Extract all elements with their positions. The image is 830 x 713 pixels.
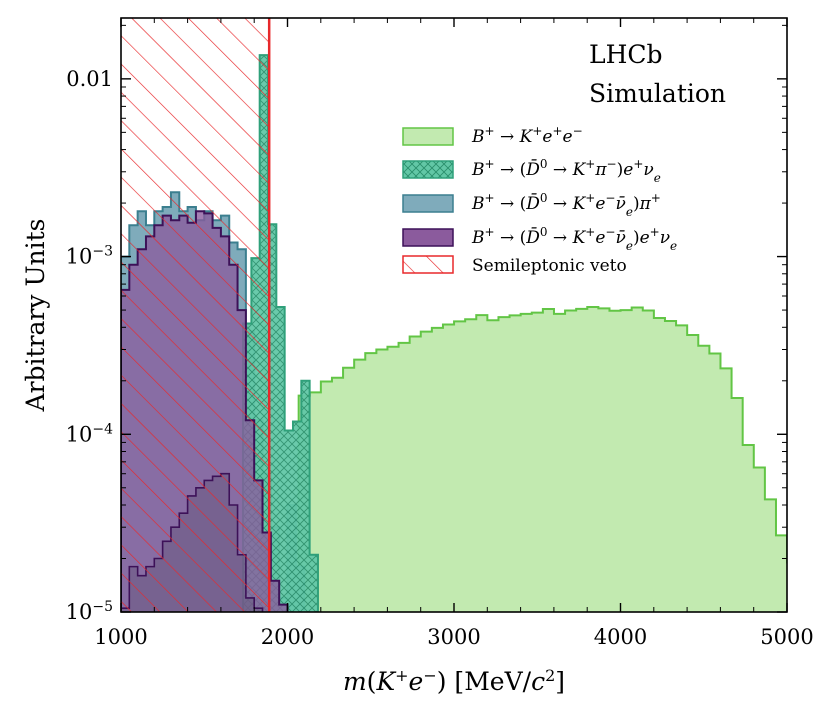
plot-area bbox=[121, 18, 787, 612]
legend-entry-dkenu-pi: B+ → (D̄0 → K+e−ν̄e)π+ bbox=[402, 191, 661, 219]
legend-swatch-kee bbox=[402, 127, 454, 146]
x-tick-label: 5000 bbox=[760, 625, 813, 649]
legend-entry-veto: Semileptonic veto bbox=[402, 255, 627, 276]
y-tick-label: 10−3 bbox=[66, 244, 113, 269]
annotation-line-1: LHCb bbox=[589, 40, 663, 69]
veto-region bbox=[121, 18, 270, 612]
x-tick-label: 3000 bbox=[427, 625, 480, 649]
legend-swatch-dkenu-pi bbox=[402, 194, 454, 213]
legend-swatch-veto bbox=[402, 255, 454, 274]
legend-swatch-dkenu-enu bbox=[402, 228, 454, 247]
y-tick-label: 10−4 bbox=[66, 421, 113, 446]
legend-entry-kee: B+ → K+e+e− bbox=[402, 124, 583, 147]
legend-label-dkenu-enu: B+ → (D̄0 → K+e−ν̄e)e+νe bbox=[471, 225, 677, 253]
legend: B+ → K+e+e− B+ → (D̄0 → K+π−)e+νe B+ → (… bbox=[402, 124, 677, 276]
legend-label-dkenu-pi: B+ → (D̄0 → K+e−ν̄e)π+ bbox=[471, 191, 661, 219]
axes bbox=[120, 17, 788, 613]
x-tick-label: 2000 bbox=[261, 625, 314, 649]
legend-entry-dkpi: B+ → (D̄0 → K+π−)e+νe bbox=[402, 157, 661, 185]
hist-edge-kee bbox=[297, 306, 787, 612]
legend-label-kee: B+ → K+e+e− bbox=[471, 124, 583, 147]
hist-fill-kee bbox=[298, 307, 787, 612]
y-tick-label: 0.01 bbox=[66, 67, 113, 91]
x-axis-title: m(K+e−) [MeV/c2] bbox=[343, 666, 565, 697]
lhcb-annotation: LHCb Simulation bbox=[589, 40, 726, 108]
legend-label-dkpi: B+ → (D̄0 → K+π−)e+νe bbox=[471, 157, 661, 185]
x-tick-label: 4000 bbox=[594, 625, 647, 649]
y-tick-label: 10−5 bbox=[66, 599, 113, 624]
legend-swatch-dkpi bbox=[402, 160, 454, 179]
legend-label-veto: Semileptonic veto bbox=[472, 256, 627, 276]
legend-entry-dkenu-enu: B+ → (D̄0 → K+e−ν̄e)e+νe bbox=[402, 225, 677, 253]
x-tick-label: 1000 bbox=[94, 625, 147, 649]
y-axis-title: Arbitrary Units bbox=[21, 219, 50, 413]
annotation-line-2: Simulation bbox=[589, 79, 726, 108]
tick-labels: 1000 2000 3000 4000 5000 10−5 10−4 10−3 0.01 bbox=[66, 67, 814, 649]
